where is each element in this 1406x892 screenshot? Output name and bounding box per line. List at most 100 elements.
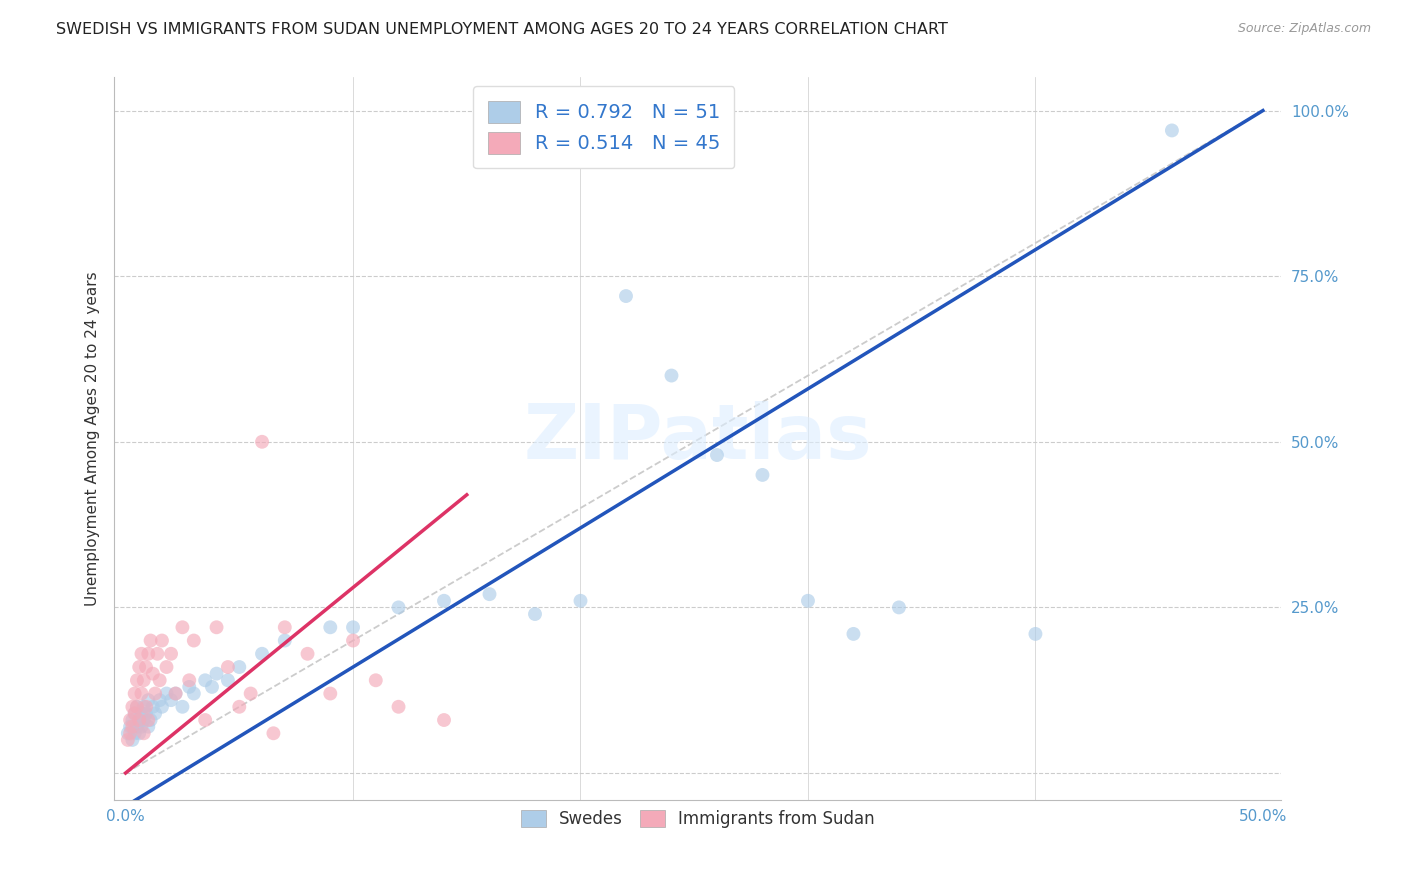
Point (319, 620, 342, 634)
Point (194, 713, 217, 727)
Point (228, 660, 250, 674)
Point (217, 673, 239, 688)
Text: Source: ZipAtlas.com: Source: ZipAtlas.com (1237, 22, 1371, 36)
Point (179, 680, 201, 694)
Point (524, 607, 547, 621)
Point (387, 699, 409, 714)
Point (142, 666, 165, 681)
Point (128, 713, 150, 727)
Point (143, 686, 166, 700)
Point (387, 600, 409, 615)
Point (124, 726, 146, 740)
Point (117, 732, 139, 747)
Point (160, 693, 183, 707)
Point (135, 699, 157, 714)
Point (120, 720, 142, 734)
Point (139, 713, 162, 727)
Point (121, 732, 143, 747)
Point (342, 620, 364, 634)
Point (149, 693, 172, 707)
Point (342, 633, 364, 648)
Point (297, 647, 319, 661)
Point (155, 686, 177, 700)
Point (120, 726, 142, 740)
Point (751, 467, 773, 482)
Point (124, 706, 146, 721)
Point (217, 660, 239, 674)
Point (150, 633, 173, 648)
Point (143, 706, 166, 721)
Point (128, 713, 150, 727)
Point (136, 647, 159, 661)
Point (155, 660, 177, 674)
Point (131, 686, 153, 700)
Point (842, 627, 865, 641)
Point (139, 633, 162, 648)
Text: ZIPatlas: ZIPatlas (523, 401, 872, 475)
Point (125, 699, 148, 714)
Point (165, 686, 187, 700)
Point (614, 289, 637, 303)
Point (797, 594, 820, 608)
Point (142, 699, 165, 714)
Point (1161, 123, 1184, 137)
Point (194, 673, 217, 688)
Point (136, 693, 159, 707)
Point (274, 633, 297, 648)
Point (205, 666, 228, 681)
Point (172, 699, 194, 714)
Point (165, 686, 187, 700)
Point (183, 633, 205, 648)
Point (132, 713, 155, 727)
Point (433, 713, 456, 727)
Point (478, 587, 501, 601)
Point (121, 699, 143, 714)
Point (706, 448, 728, 462)
Point (433, 594, 456, 608)
Text: SWEDISH VS IMMIGRANTS FROM SUDAN UNEMPLOYMENT AMONG AGES 20 TO 24 YEARS CORRELAT: SWEDISH VS IMMIGRANTS FROM SUDAN UNEMPLO… (56, 22, 948, 37)
Point (132, 673, 155, 688)
Point (201, 680, 224, 694)
Point (125, 699, 148, 714)
Point (132, 726, 155, 740)
Point (661, 368, 683, 383)
Point (250, 647, 273, 661)
Point (250, 434, 273, 449)
Point (887, 600, 910, 615)
Point (172, 620, 194, 634)
Legend: Swedes, Immigrants from Sudan: Swedes, Immigrants from Sudan (515, 803, 882, 835)
Point (124, 706, 146, 721)
Point (274, 620, 297, 634)
Point (136, 720, 159, 734)
Point (146, 647, 169, 661)
Point (128, 726, 150, 740)
Point (117, 726, 139, 740)
Point (121, 713, 143, 727)
Point (124, 686, 146, 700)
Point (120, 713, 142, 727)
Point (135, 706, 157, 721)
Point (319, 686, 342, 700)
Point (150, 699, 173, 714)
Point (569, 594, 592, 608)
Point (183, 686, 205, 700)
Point (364, 673, 387, 688)
Point (125, 673, 148, 688)
Point (205, 620, 228, 634)
Point (132, 699, 155, 714)
Point (239, 686, 262, 700)
Point (131, 720, 153, 734)
Point (135, 660, 157, 674)
Point (228, 699, 250, 714)
Point (1024, 627, 1046, 641)
Point (128, 660, 150, 674)
Point (131, 647, 153, 661)
Point (262, 726, 284, 740)
Point (160, 647, 183, 661)
Point (149, 673, 172, 688)
Point (125, 720, 148, 734)
Point (131, 706, 153, 721)
Point (179, 673, 201, 688)
Y-axis label: Unemployment Among Ages 20 to 24 years: Unemployment Among Ages 20 to 24 years (86, 271, 100, 606)
Point (121, 720, 143, 734)
